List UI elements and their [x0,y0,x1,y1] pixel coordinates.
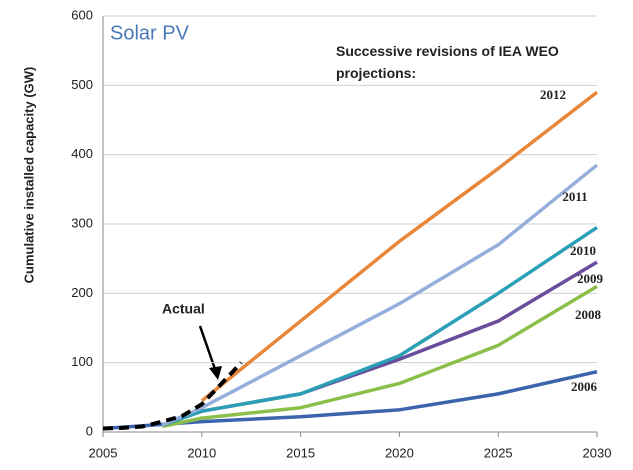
series-line [161,284,598,429]
y-tick-label: 100 [71,354,93,369]
series-line [161,260,598,427]
series-label: 2011 [562,189,587,204]
series-label: 2012 [540,87,566,102]
series-line [102,361,243,431]
y-tick-label: 400 [71,146,93,161]
y-axis-label: Cumulative installed capacity (GW) [21,67,36,284]
series-line [161,226,598,427]
chart-title: Solar PV [110,22,190,44]
y-tick-label: 0 [86,423,93,438]
annotation-box: Successive revisions of IEA WEO projecti… [336,43,559,81]
x-tick-label: 2010 [187,445,216,460]
actual-label: Actual [162,301,205,317]
arrow [198,325,218,373]
series-line [200,90,599,403]
series-label: 2009 [577,271,604,286]
y-tick-label: 200 [71,285,93,300]
y-tick-label: 600 [71,7,93,22]
y-tick-label: 500 [71,77,93,92]
x-tick-label: 2025 [484,445,513,460]
x-tick-label: 2020 [385,445,414,460]
y-tick-label: 300 [71,215,93,230]
x-tick-label: 2015 [286,445,315,460]
series-label: 2010 [570,243,596,258]
arrow-head [209,366,222,380]
series-label: 2008 [575,307,602,322]
x-tick-label: 2030 [583,445,612,460]
series-label: 2006 [571,379,598,394]
annotation: Successive revisions of IEA WEO projecti… [336,43,559,81]
x-tick-label: 2005 [89,445,118,460]
series-line [161,163,599,427]
